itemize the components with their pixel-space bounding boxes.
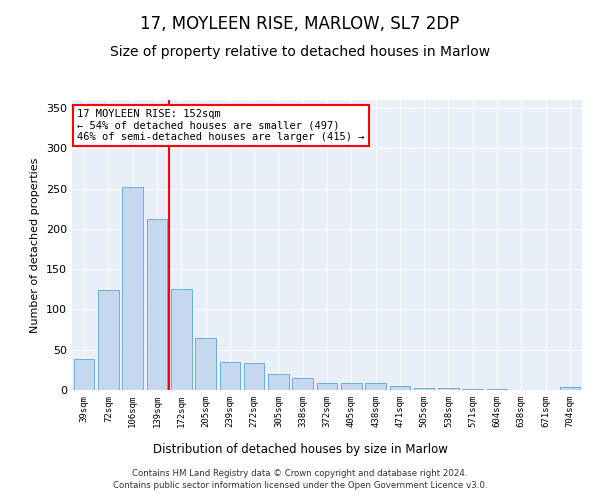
Bar [438,388,459,390]
Bar [74,360,94,390]
Bar [463,389,483,390]
Text: 17, MOYLEEN RISE, MARLOW, SL7 2DP: 17, MOYLEEN RISE, MARLOW, SL7 2DP [140,15,460,33]
Bar [146,219,167,390]
Y-axis label: Number of detached properties: Number of detached properties [31,158,40,332]
Bar [220,362,240,390]
Bar [560,387,580,390]
Bar [365,383,386,390]
Bar [389,386,410,390]
Bar [268,374,289,390]
Bar [414,388,434,390]
Bar [195,338,216,390]
Bar [98,290,119,390]
Bar [171,290,191,390]
Bar [244,364,265,390]
Bar [341,383,362,390]
Bar [292,378,313,390]
Bar [317,383,337,390]
Bar [487,389,508,390]
Text: Size of property relative to detached houses in Marlow: Size of property relative to detached ho… [110,45,490,59]
Text: Contains HM Land Registry data © Crown copyright and database right 2024.
Contai: Contains HM Land Registry data © Crown c… [113,468,487,490]
Bar [122,187,143,390]
Text: 17 MOYLEEN RISE: 152sqm
← 54% of detached houses are smaller (497)
46% of semi-d: 17 MOYLEEN RISE: 152sqm ← 54% of detache… [77,108,365,142]
Text: Distribution of detached houses by size in Marlow: Distribution of detached houses by size … [152,442,448,456]
